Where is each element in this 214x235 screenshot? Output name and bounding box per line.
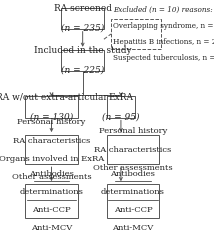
FancyBboxPatch shape xyxy=(107,97,135,118)
Text: (n = 130): (n = 130) xyxy=(30,112,73,121)
Text: determinations: determinations xyxy=(101,188,165,196)
Text: Anti-CCP: Anti-CCP xyxy=(32,206,71,214)
FancyBboxPatch shape xyxy=(61,50,104,71)
Text: Overlapping syndrome, n = 5: Overlapping syndrome, n = 5 xyxy=(113,22,214,30)
Text: RA w/out extra-articular: RA w/out extra-articular xyxy=(0,93,107,102)
Text: (n = 95): (n = 95) xyxy=(102,112,140,121)
Text: RA screened: RA screened xyxy=(54,4,112,13)
Text: Antibodies: Antibodies xyxy=(110,170,155,178)
FancyBboxPatch shape xyxy=(25,97,78,118)
Text: Hepatitis B infections, n = 2: Hepatitis B infections, n = 2 xyxy=(113,38,214,46)
Text: Other assessments: Other assessments xyxy=(12,173,91,181)
FancyBboxPatch shape xyxy=(107,135,159,164)
Text: Antibodies: Antibodies xyxy=(29,170,74,178)
FancyBboxPatch shape xyxy=(25,135,78,164)
Text: (n = 235): (n = 235) xyxy=(61,24,104,33)
Text: (n = 225): (n = 225) xyxy=(61,66,104,75)
Text: Personal history: Personal history xyxy=(17,118,86,126)
Text: Anti-CCP: Anti-CCP xyxy=(114,206,152,214)
Text: ExRA: ExRA xyxy=(108,93,133,102)
Text: Suspected tuberculosis, n = 3: Suspected tuberculosis, n = 3 xyxy=(113,54,214,62)
Text: Included in the study: Included in the study xyxy=(34,46,131,55)
FancyBboxPatch shape xyxy=(111,19,161,49)
Text: RA characteristics: RA characteristics xyxy=(13,137,90,145)
Text: Organs involved in ExRA: Organs involved in ExRA xyxy=(0,155,104,163)
Text: Excluded (n = 10) reasons:: Excluded (n = 10) reasons: xyxy=(113,6,213,14)
Text: Anti-MCV: Anti-MCV xyxy=(112,224,154,232)
Text: Other assessments: Other assessments xyxy=(93,164,173,172)
FancyBboxPatch shape xyxy=(61,8,104,29)
Text: Anti-MCV: Anti-MCV xyxy=(31,224,72,232)
Text: Personal history: Personal history xyxy=(99,127,167,135)
Text: determinations: determinations xyxy=(19,188,83,196)
FancyBboxPatch shape xyxy=(25,184,78,218)
FancyBboxPatch shape xyxy=(107,184,159,218)
Text: RA characteristics: RA characteristics xyxy=(94,146,172,154)
